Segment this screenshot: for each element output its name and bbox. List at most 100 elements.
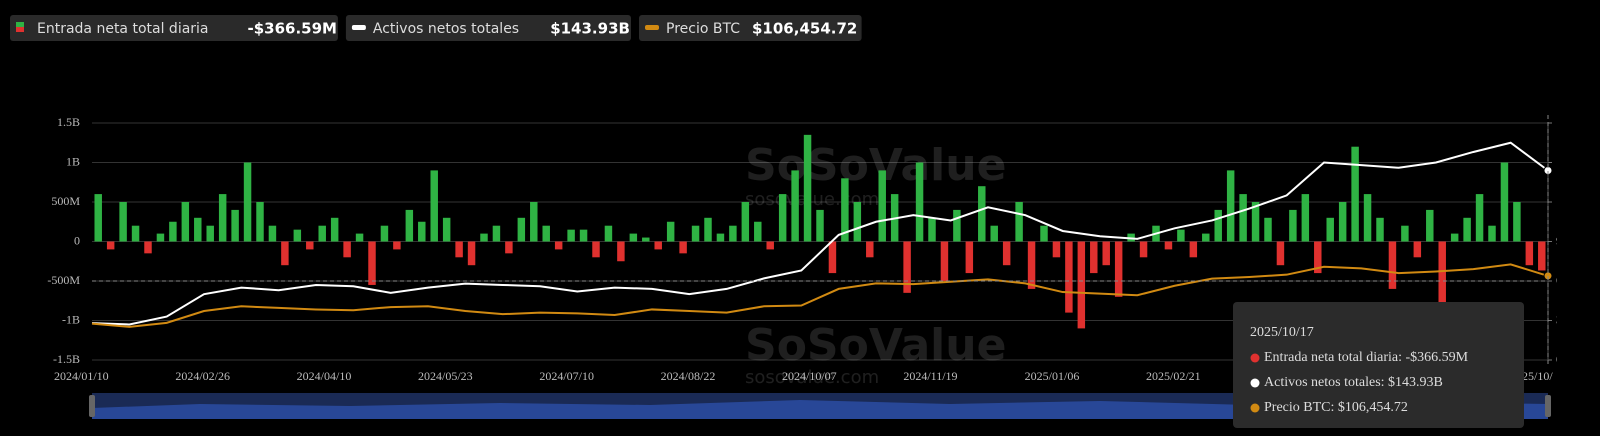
y-tick-label: -500M (47, 273, 80, 287)
bar (629, 233, 638, 242)
bar (1500, 162, 1509, 242)
bar (467, 241, 476, 266)
bar (729, 225, 737, 242)
bar (306, 241, 314, 250)
legend: Entrada neta total diaria -$366.59M Activo… (10, 15, 862, 41)
bar (442, 217, 451, 242)
bar (1475, 194, 1484, 242)
bar (604, 225, 613, 242)
bar (268, 225, 277, 242)
bar (766, 241, 774, 250)
bar (455, 241, 463, 258)
legend-value: $106,454.72 (752, 20, 857, 38)
y2-tick-label: 30 (1556, 312, 1568, 326)
bar (1177, 229, 1185, 242)
bar (754, 221, 762, 242)
bar (1513, 202, 1521, 242)
bar (1450, 233, 1459, 242)
bar (803, 134, 812, 242)
x-tick-label: 2024/01/10 (54, 369, 109, 383)
bar (579, 229, 588, 242)
y-tick-label: 1.5B (57, 115, 80, 129)
bar (567, 229, 575, 242)
watermark-url: sosovalue.com (745, 367, 879, 388)
bar (1189, 241, 1198, 258)
y-tick-label: -1.5B (53, 352, 80, 366)
legend-value: -$366.59M (248, 20, 337, 38)
bar (1077, 241, 1086, 329)
bar (1488, 225, 1496, 242)
bar (505, 241, 513, 254)
tooltip-line: Precio BTC: $106,454.72 (1264, 400, 1408, 415)
legend-box (345, 15, 631, 41)
bar (119, 202, 127, 242)
bar (617, 241, 625, 262)
bar (1338, 202, 1347, 242)
x-tick-label: 2024/05/23 (418, 369, 473, 383)
bar (965, 241, 974, 274)
bar (1202, 233, 1210, 242)
x-tick-label: 2025/01/06 (1025, 369, 1080, 383)
x-tick-label: 2024/02/26 (175, 369, 230, 383)
x-tick-label: 2024/10/07 (782, 369, 837, 383)
bar (194, 217, 202, 242)
bar (1264, 217, 1272, 242)
bar (592, 241, 600, 258)
bar (741, 202, 750, 242)
bar (1139, 241, 1148, 258)
bar (940, 241, 949, 281)
bar (1426, 209, 1434, 242)
bar (953, 209, 961, 242)
bar (181, 202, 190, 242)
bar (355, 233, 364, 242)
y2-tick-label: 0 (1556, 352, 1562, 366)
y-tick-label: 500M (51, 194, 80, 208)
bar (480, 233, 488, 242)
bar (978, 186, 986, 242)
bar (1438, 241, 1446, 305)
bar (791, 170, 799, 242)
navigator-handle[interactable] (1545, 395, 1551, 417)
bar (1027, 241, 1036, 289)
bar (1401, 225, 1409, 242)
bar (169, 221, 177, 242)
bar (1289, 209, 1297, 242)
x-tick-label: 2024/08/22 (661, 369, 716, 383)
bar (293, 229, 302, 242)
legend-box (639, 15, 862, 41)
bar (928, 217, 936, 242)
navigator-area (92, 400, 1548, 419)
navigator-handle[interactable] (89, 395, 95, 417)
x-tick-label: 2024/07/10 (539, 369, 594, 383)
bar (1114, 241, 1123, 297)
bar (405, 209, 414, 242)
legend-icon (16, 22, 24, 27)
bar (144, 241, 152, 254)
bar (542, 225, 550, 242)
bar (330, 217, 339, 242)
bar (530, 202, 538, 242)
x-tick-label: 2024/04/10 (297, 369, 352, 383)
bar (380, 225, 389, 242)
tooltip-date: 2025/10/17 (1250, 325, 1314, 340)
line (91, 263, 1549, 328)
legend-value: $143.93B (550, 20, 630, 38)
bar (691, 225, 700, 242)
bar (156, 233, 165, 242)
bar (106, 241, 115, 250)
legend-box (10, 15, 338, 41)
bar (1239, 194, 1247, 242)
legend-icon (16, 27, 24, 32)
legend-name: Precio BTC (666, 21, 740, 37)
bar (1351, 146, 1359, 242)
bar (1214, 209, 1222, 242)
legend-icon (351, 25, 366, 30)
bar (1463, 217, 1471, 242)
y2-tick-label: 180 (1556, 115, 1574, 129)
watermark: SoSoValue (745, 320, 1006, 371)
bar (368, 241, 376, 285)
bar (343, 241, 351, 258)
bar (915, 162, 924, 242)
bar (1090, 241, 1098, 274)
bar (1301, 194, 1310, 242)
